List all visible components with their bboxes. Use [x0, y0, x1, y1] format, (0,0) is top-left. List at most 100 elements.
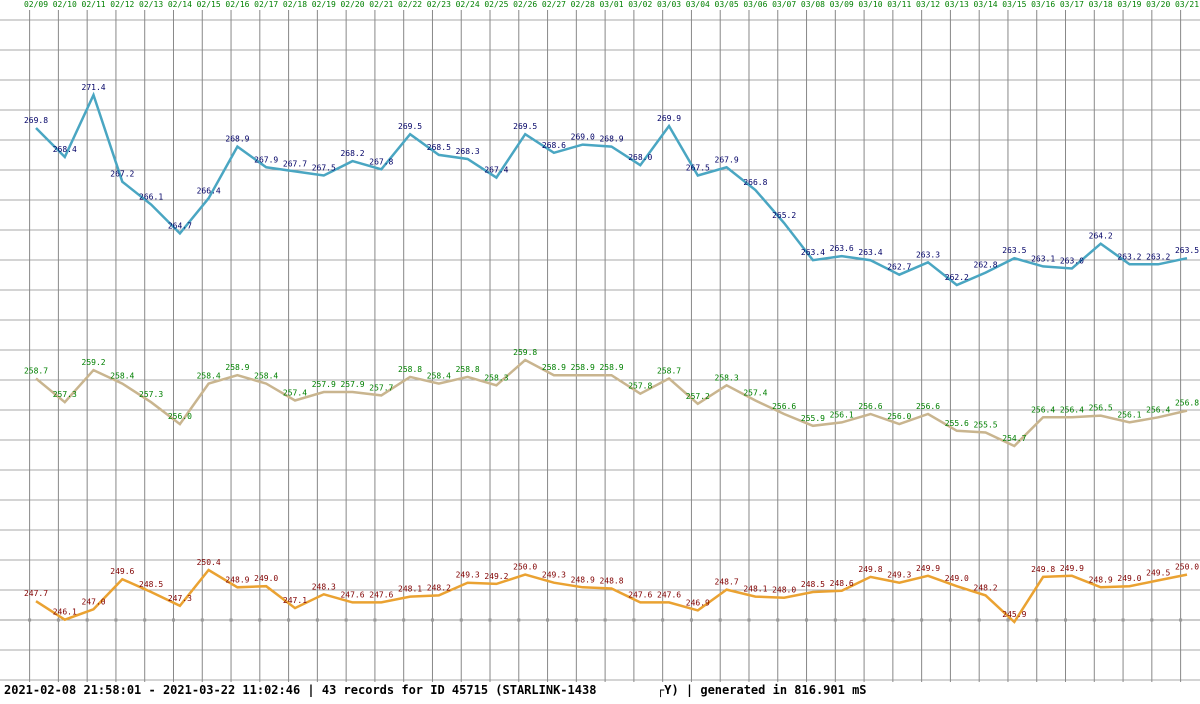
- value-label: 263.2: [1117, 252, 1141, 261]
- value-label: 249.3: [456, 571, 480, 580]
- value-label: 259.8: [513, 348, 537, 357]
- value-label: 267.2: [110, 170, 134, 179]
- value-label: 249.6: [110, 567, 134, 576]
- value-label: 263.6: [830, 244, 854, 253]
- value-label: 258.7: [657, 367, 681, 376]
- value-label: 258.8: [398, 365, 422, 374]
- value-label: 267.9: [715, 155, 739, 164]
- value-label: 262.7: [887, 263, 911, 272]
- value-label: 269.8: [24, 116, 48, 125]
- value-label: 249.0: [254, 574, 278, 583]
- x-tick-label: 02/16: [225, 0, 249, 9]
- value-label: 257.3: [139, 390, 163, 399]
- value-label: 268.9: [599, 135, 623, 144]
- value-label: 248.2: [974, 583, 998, 592]
- x-tick-label: 02/19: [312, 0, 336, 9]
- value-label: 257.2: [686, 392, 710, 401]
- value-label: 258.3: [715, 373, 739, 382]
- value-label: 254.7: [1002, 434, 1026, 443]
- x-tick-label: 02/26: [513, 0, 537, 9]
- value-label: 248.9: [225, 575, 249, 584]
- value-label: 248.7: [715, 578, 739, 587]
- value-label: 271.4: [82, 83, 106, 92]
- value-label: 249.2: [484, 572, 508, 581]
- x-tick-label: 02/15: [197, 0, 221, 9]
- value-label: 263.4: [858, 248, 882, 257]
- value-label: 268.4: [53, 145, 77, 154]
- x-tick-label: 02/27: [542, 0, 566, 9]
- value-label: 247.6: [628, 590, 652, 599]
- value-label: 256.8: [1175, 399, 1199, 408]
- value-label: 266.1: [139, 192, 163, 201]
- value-label: 257.4: [283, 388, 307, 397]
- value-label: 256.4: [1146, 405, 1170, 414]
- value-label: 248.8: [599, 576, 623, 585]
- value-label: 256.6: [772, 402, 796, 411]
- value-label: 258.9: [225, 363, 249, 372]
- value-label: 266.8: [743, 178, 767, 187]
- value-label: 249.9: [916, 564, 940, 573]
- value-label: 257.8: [628, 382, 652, 391]
- value-label: 248.1: [743, 585, 767, 594]
- value-label: 263.3: [916, 250, 940, 259]
- value-label: 263.2: [1146, 252, 1170, 261]
- series-line: [35, 91, 1188, 287]
- value-label: 249.3: [542, 571, 566, 580]
- x-tick-label: 02/14: [168, 0, 192, 9]
- value-label: 269.0: [571, 133, 595, 142]
- value-label: 258.9: [599, 363, 623, 372]
- value-label: 268.3: [456, 147, 480, 156]
- value-label: 248.3: [312, 582, 336, 591]
- x-tick-label: 02/17: [254, 0, 278, 9]
- x-tick-label: 02/12: [110, 0, 134, 9]
- value-label: 258.8: [456, 365, 480, 374]
- x-tick-label: 02/10: [53, 0, 77, 9]
- value-label: 269.9: [657, 114, 681, 123]
- x-tick-label: 03/17: [1060, 0, 1084, 9]
- x-tick-label: 03/04: [686, 0, 710, 9]
- value-label: 268.0: [628, 153, 652, 162]
- value-label: 247.1: [283, 596, 307, 605]
- value-label: 258.4: [197, 372, 221, 381]
- x-tick-label: 02/21: [369, 0, 393, 9]
- x-tick-label: 02/18: [283, 0, 307, 9]
- value-label: 246.1: [53, 608, 77, 617]
- value-label: 268.5: [427, 143, 451, 152]
- footer-left: 2021-02-08 21:58:01 - 2021-03-22 11:02:4…: [4, 683, 596, 697]
- value-label: 248.0: [772, 586, 796, 595]
- x-tick-label: 02/13: [139, 0, 163, 9]
- value-label: 256.0: [168, 412, 192, 421]
- value-label: 264.2: [1089, 232, 1113, 241]
- x-tick-label: 03/19: [1117, 0, 1141, 9]
- x-tick-label: 03/05: [715, 0, 739, 9]
- value-label: 263.4: [801, 248, 825, 257]
- x-tick-label: 02/22: [398, 0, 422, 9]
- footer-right: ┌Y) | generated in 816.901 mS: [657, 683, 867, 697]
- value-label: 257.4: [743, 388, 767, 397]
- x-tick-label: 03/18: [1089, 0, 1113, 9]
- value-label: 267.7: [283, 159, 307, 168]
- x-tick-label: 02/20: [340, 0, 364, 9]
- value-label: 247.0: [82, 597, 106, 606]
- value-label: 247.6: [369, 590, 393, 599]
- value-label: 256.5: [1089, 404, 1113, 413]
- value-label: 256.6: [916, 402, 940, 411]
- value-label: 255.5: [974, 421, 998, 430]
- value-label: 255.6: [945, 419, 969, 428]
- value-label: 267.5: [312, 164, 336, 173]
- value-label: 267.4: [484, 166, 508, 175]
- x-tick-label: 03/20: [1146, 0, 1170, 9]
- value-label: 257.9: [340, 380, 364, 389]
- value-label: 258.4: [110, 372, 134, 381]
- x-tick-label: 03/08: [801, 0, 825, 9]
- x-tick-label: 03/11: [887, 0, 911, 9]
- value-label: 256.6: [858, 402, 882, 411]
- value-label: 264.7: [168, 221, 192, 230]
- value-label: 250.0: [513, 563, 537, 572]
- value-label: 258.9: [571, 363, 595, 372]
- x-tick-label: 03/15: [1002, 0, 1026, 9]
- x-tick-label: 03/09: [830, 0, 854, 9]
- value-label: 248.5: [801, 580, 825, 589]
- value-label: 256.4: [1031, 405, 1055, 414]
- x-tick-label: 03/10: [858, 0, 882, 9]
